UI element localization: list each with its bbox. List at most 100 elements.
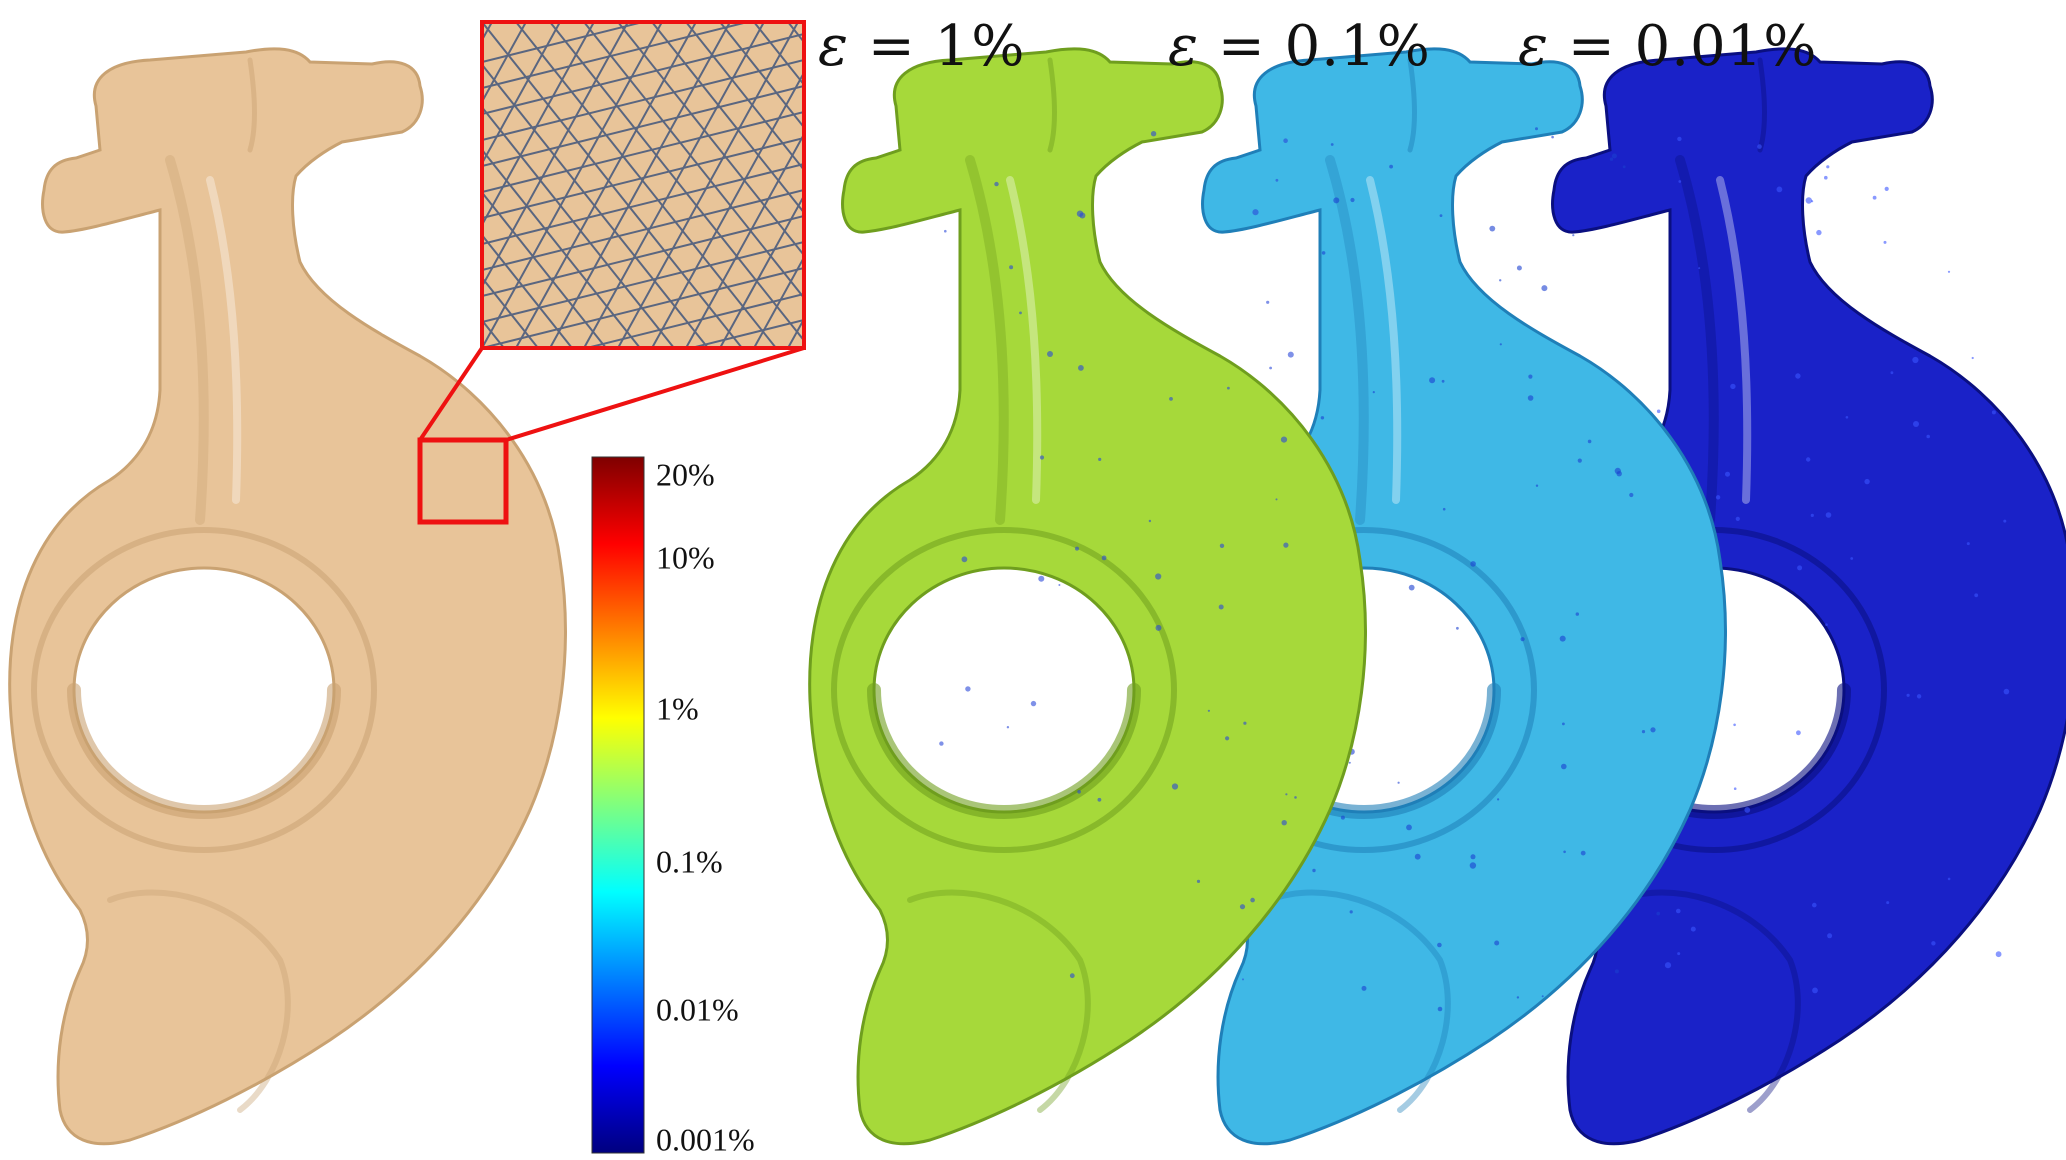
m2-speckle	[1469, 862, 1477, 869]
m1-speckle	[1196, 879, 1201, 884]
mesh-edge	[583, 22, 804, 300]
mesh-edge	[482, 111, 804, 193]
m1-speckle	[1275, 498, 1278, 501]
m3-speckle	[1698, 267, 1701, 270]
m2-speckle	[1497, 798, 1500, 801]
mesh-edge	[549, 22, 731, 348]
m2-speckle	[1516, 996, 1520, 999]
model-eps-1	[808, 47, 1367, 1146]
m2-arm-ridge	[1325, 155, 1369, 525]
m1-speckle	[965, 686, 971, 692]
m1-speckle	[1077, 790, 1081, 794]
mesh-edge	[753, 255, 804, 348]
m2-speckle	[1535, 484, 1539, 487]
zoom-inset-background	[482, 22, 804, 348]
title-eps-0.01: ε = 0.01%	[1518, 14, 1817, 79]
m2-speckle	[1437, 942, 1442, 948]
m2-speckle	[1408, 584, 1415, 591]
mesh-edge	[482, 215, 804, 297]
mesh-edge	[583, 22, 765, 348]
colorbar-label-20: 20%	[656, 456, 715, 493]
m2-speckle	[1541, 285, 1548, 292]
m1-speckle	[1155, 573, 1162, 580]
m2-speckle	[1340, 815, 1345, 820]
m1-speckle	[1250, 897, 1255, 903]
title-eps-1-text: = 1%	[849, 14, 1026, 79]
m1-speckle	[1075, 546, 1079, 551]
colorbar-gradient	[591, 456, 645, 1154]
colorbar	[591, 456, 645, 1154]
m2-lower-lobe	[1267, 889, 1451, 1113]
m2-speckle	[1541, 995, 1544, 998]
m3-speckle	[1931, 941, 1936, 946]
m1-ring	[831, 527, 1178, 853]
m2-speckle	[1456, 626, 1459, 630]
m2-speckle	[1333, 197, 1340, 204]
m3-speckle	[1864, 478, 1870, 485]
zoom-source-box	[417, 437, 509, 525]
m3-speckle	[1757, 144, 1762, 149]
m2-speckle	[1320, 416, 1325, 420]
m1-speckle	[1101, 555, 1107, 561]
colorbar-label-0.01: 0.01%	[656, 991, 739, 1028]
m1-speckle	[1009, 265, 1014, 270]
m1-speckle	[1283, 138, 1288, 143]
m3-speckle	[1715, 495, 1721, 500]
m2-speckle	[1528, 374, 1533, 379]
m1-speckle	[1287, 351, 1294, 358]
m2-speckle	[1587, 439, 1592, 444]
mesh-edge	[685, 22, 804, 172]
m2-speckle	[1441, 379, 1445, 383]
mesh-edge	[482, 241, 804, 323]
m3-speckle	[1730, 383, 1736, 390]
m2-speckle	[1321, 251, 1326, 255]
m3-speckle	[1850, 557, 1854, 560]
m1-speckle	[1030, 700, 1037, 707]
m1-hole-shadow	[867, 683, 1141, 819]
mesh-edge	[482, 163, 804, 245]
mesh-edge	[482, 22, 752, 89]
model-original	[8, 47, 567, 1146]
m3-speckle	[1677, 952, 1681, 956]
m3-speckle	[1971, 356, 1974, 360]
m2-speckle	[1577, 458, 1582, 463]
m2-speckle	[1535, 127, 1538, 131]
m1-speckle	[1006, 726, 1010, 729]
m3-speckle	[2003, 688, 2010, 695]
m3-speckle	[1906, 693, 1910, 697]
m2-speckle	[1397, 781, 1400, 784]
m1-speckle	[1269, 366, 1272, 370]
m3-speckle	[1806, 457, 1811, 462]
m3-speckle	[1656, 409, 1661, 414]
mesh-edge	[482, 267, 804, 348]
m3-speckle	[1677, 136, 1682, 142]
title-eps-0.1-symbol: ε	[1168, 14, 1200, 79]
colorbar-label-10: 10%	[656, 539, 715, 576]
m0-arm-ridge	[165, 155, 209, 525]
m3-speckle	[1886, 901, 1890, 905]
m1-speckle	[994, 181, 999, 187]
mesh-edge	[719, 22, 804, 129]
m1-speckle	[1242, 978, 1244, 981]
m1-speckle	[1227, 386, 1230, 390]
m1-speckle	[1275, 178, 1279, 182]
m2-speckle	[1656, 911, 1660, 916]
m1-speckle	[1019, 311, 1022, 315]
m2-speckle	[1499, 343, 1502, 346]
m3-speckle	[1733, 787, 1737, 790]
m1-speckle	[1218, 604, 1224, 610]
mesh-edge	[549, 22, 804, 343]
m3-speckle	[1776, 186, 1783, 193]
m2-speckle	[1561, 763, 1567, 770]
m1-speckle	[1097, 797, 1102, 802]
m3-speckle	[1664, 962, 1672, 969]
m2-speckle	[1406, 824, 1412, 831]
mesh-edge	[482, 137, 804, 219]
m3-speckle	[1690, 926, 1696, 932]
m2-speckle	[1489, 225, 1496, 232]
m1-speckle	[1294, 796, 1297, 799]
mesh-edge	[482, 63, 709, 348]
zoom-connector-left	[418, 346, 484, 442]
mesh-edge	[482, 233, 573, 348]
